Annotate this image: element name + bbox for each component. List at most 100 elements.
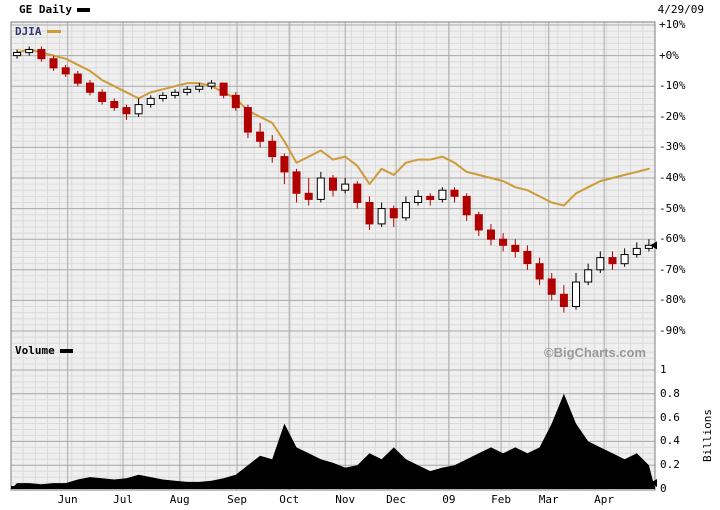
djia-legend-label: DJIA xyxy=(15,25,42,38)
candle-body xyxy=(61,67,70,75)
month-tick-label: Mar xyxy=(538,493,559,506)
volume-baseline xyxy=(11,486,655,489)
djia-series-marker-icon xyxy=(46,30,61,33)
price-tick-label: -90% xyxy=(659,324,686,337)
price-tick-label: -30% xyxy=(659,140,686,154)
candle-body xyxy=(329,177,337,191)
candle-body xyxy=(511,244,520,252)
price-tick-label: -40% xyxy=(659,171,686,184)
candle-body xyxy=(304,192,313,200)
candle-body xyxy=(256,131,265,142)
month-tick-label: Feb xyxy=(491,493,512,506)
candle-body xyxy=(73,73,82,84)
month-tick-label: Dec xyxy=(386,493,407,506)
candle-body xyxy=(86,82,94,93)
month-tick-label: Oct xyxy=(279,493,300,506)
volume-axis-unit-label: Billions xyxy=(701,409,714,462)
volume-tick-label: 0.8 xyxy=(660,386,680,400)
candle-body xyxy=(389,208,398,219)
price-last-marker-icon xyxy=(650,241,657,250)
candle-body xyxy=(535,263,544,280)
candle-body xyxy=(438,189,447,200)
candle-body xyxy=(158,94,167,100)
candle-body xyxy=(37,49,46,60)
price-tick-label: +0% xyxy=(659,48,679,62)
price-tick-label: -50% xyxy=(659,201,686,215)
candle-body xyxy=(353,183,362,204)
candle-body xyxy=(365,202,374,225)
candle-body xyxy=(243,107,252,133)
candle-body xyxy=(499,238,508,246)
symbol-title: GE Daily xyxy=(19,3,72,16)
volume-tick-label: 0.2 xyxy=(660,458,680,472)
bigcharts-watermark: ©BigCharts.com xyxy=(544,345,647,360)
candle-body xyxy=(584,269,593,283)
month-tick-label: 09 xyxy=(442,493,456,506)
candle-body xyxy=(207,82,216,87)
ge-series-marker-icon xyxy=(76,7,90,12)
month-tick-label: Sep xyxy=(227,493,247,506)
candle-body xyxy=(450,189,459,197)
candle-body xyxy=(219,82,228,96)
price-tick-label: -70% xyxy=(659,262,686,276)
candle-body xyxy=(523,250,532,265)
plot-border xyxy=(10,21,656,491)
candle-body xyxy=(487,229,495,240)
candle-body xyxy=(146,97,155,106)
candle-body xyxy=(462,195,471,216)
volume-tick-label: 0.4 xyxy=(660,434,680,448)
price-tick-label: -10% xyxy=(659,79,686,93)
candle-body xyxy=(231,94,240,109)
volume-tick-label: 1 xyxy=(660,363,667,376)
candle-body xyxy=(110,101,119,109)
month-tick-label: Apr xyxy=(594,493,615,506)
candle-body xyxy=(98,91,107,103)
volume-legend: Volume xyxy=(15,344,73,357)
chart-date: 4/29/09 xyxy=(657,3,704,16)
candle-body xyxy=(414,195,423,203)
candle-body xyxy=(596,257,605,271)
chart-title-row: GE Daily xyxy=(19,3,90,16)
candle-body xyxy=(341,183,350,191)
price-tick-label: +10% xyxy=(659,18,686,31)
candle-body xyxy=(377,208,386,225)
candle-body xyxy=(547,278,556,295)
candle-body xyxy=(401,202,410,219)
candle-body xyxy=(474,214,483,231)
volume-tick-label: 0 xyxy=(660,482,667,495)
volume-tick-label: 0.6 xyxy=(660,410,680,424)
candle-body xyxy=(644,244,653,249)
candle-body xyxy=(620,254,629,265)
candle-body xyxy=(292,171,301,194)
djia-line-series xyxy=(16,48,650,207)
volume-area-series xyxy=(11,393,655,489)
month-tick-label: Jun xyxy=(57,493,78,506)
candle-body xyxy=(183,88,192,93)
price-tick-label: -80% xyxy=(659,293,686,307)
candle-body xyxy=(49,58,58,69)
djia-legend: DJIA xyxy=(15,25,61,38)
month-tick-label: Jul xyxy=(113,493,133,506)
month-tick-label: Aug xyxy=(169,493,190,506)
candle-body xyxy=(608,257,617,265)
candle-body xyxy=(572,281,580,307)
price-tick-label: -60% xyxy=(659,232,686,246)
candle-body xyxy=(280,156,289,173)
volume-last-marker-icon xyxy=(650,479,657,488)
candle-body xyxy=(13,52,22,57)
candle-body xyxy=(632,247,641,255)
candle-body xyxy=(426,195,435,200)
candle-body xyxy=(268,140,277,158)
volume-legend-label: Volume xyxy=(15,344,55,357)
price-tick-label: -20% xyxy=(659,109,686,123)
volume-series-marker-icon xyxy=(59,348,73,353)
month-tick-label: Nov xyxy=(335,493,356,506)
candle-body xyxy=(559,293,568,307)
candle-body xyxy=(316,177,325,200)
ge-candlestick-series xyxy=(13,46,653,313)
candle-body xyxy=(171,91,179,96)
candle-body xyxy=(25,49,34,54)
candle-body xyxy=(134,104,143,115)
